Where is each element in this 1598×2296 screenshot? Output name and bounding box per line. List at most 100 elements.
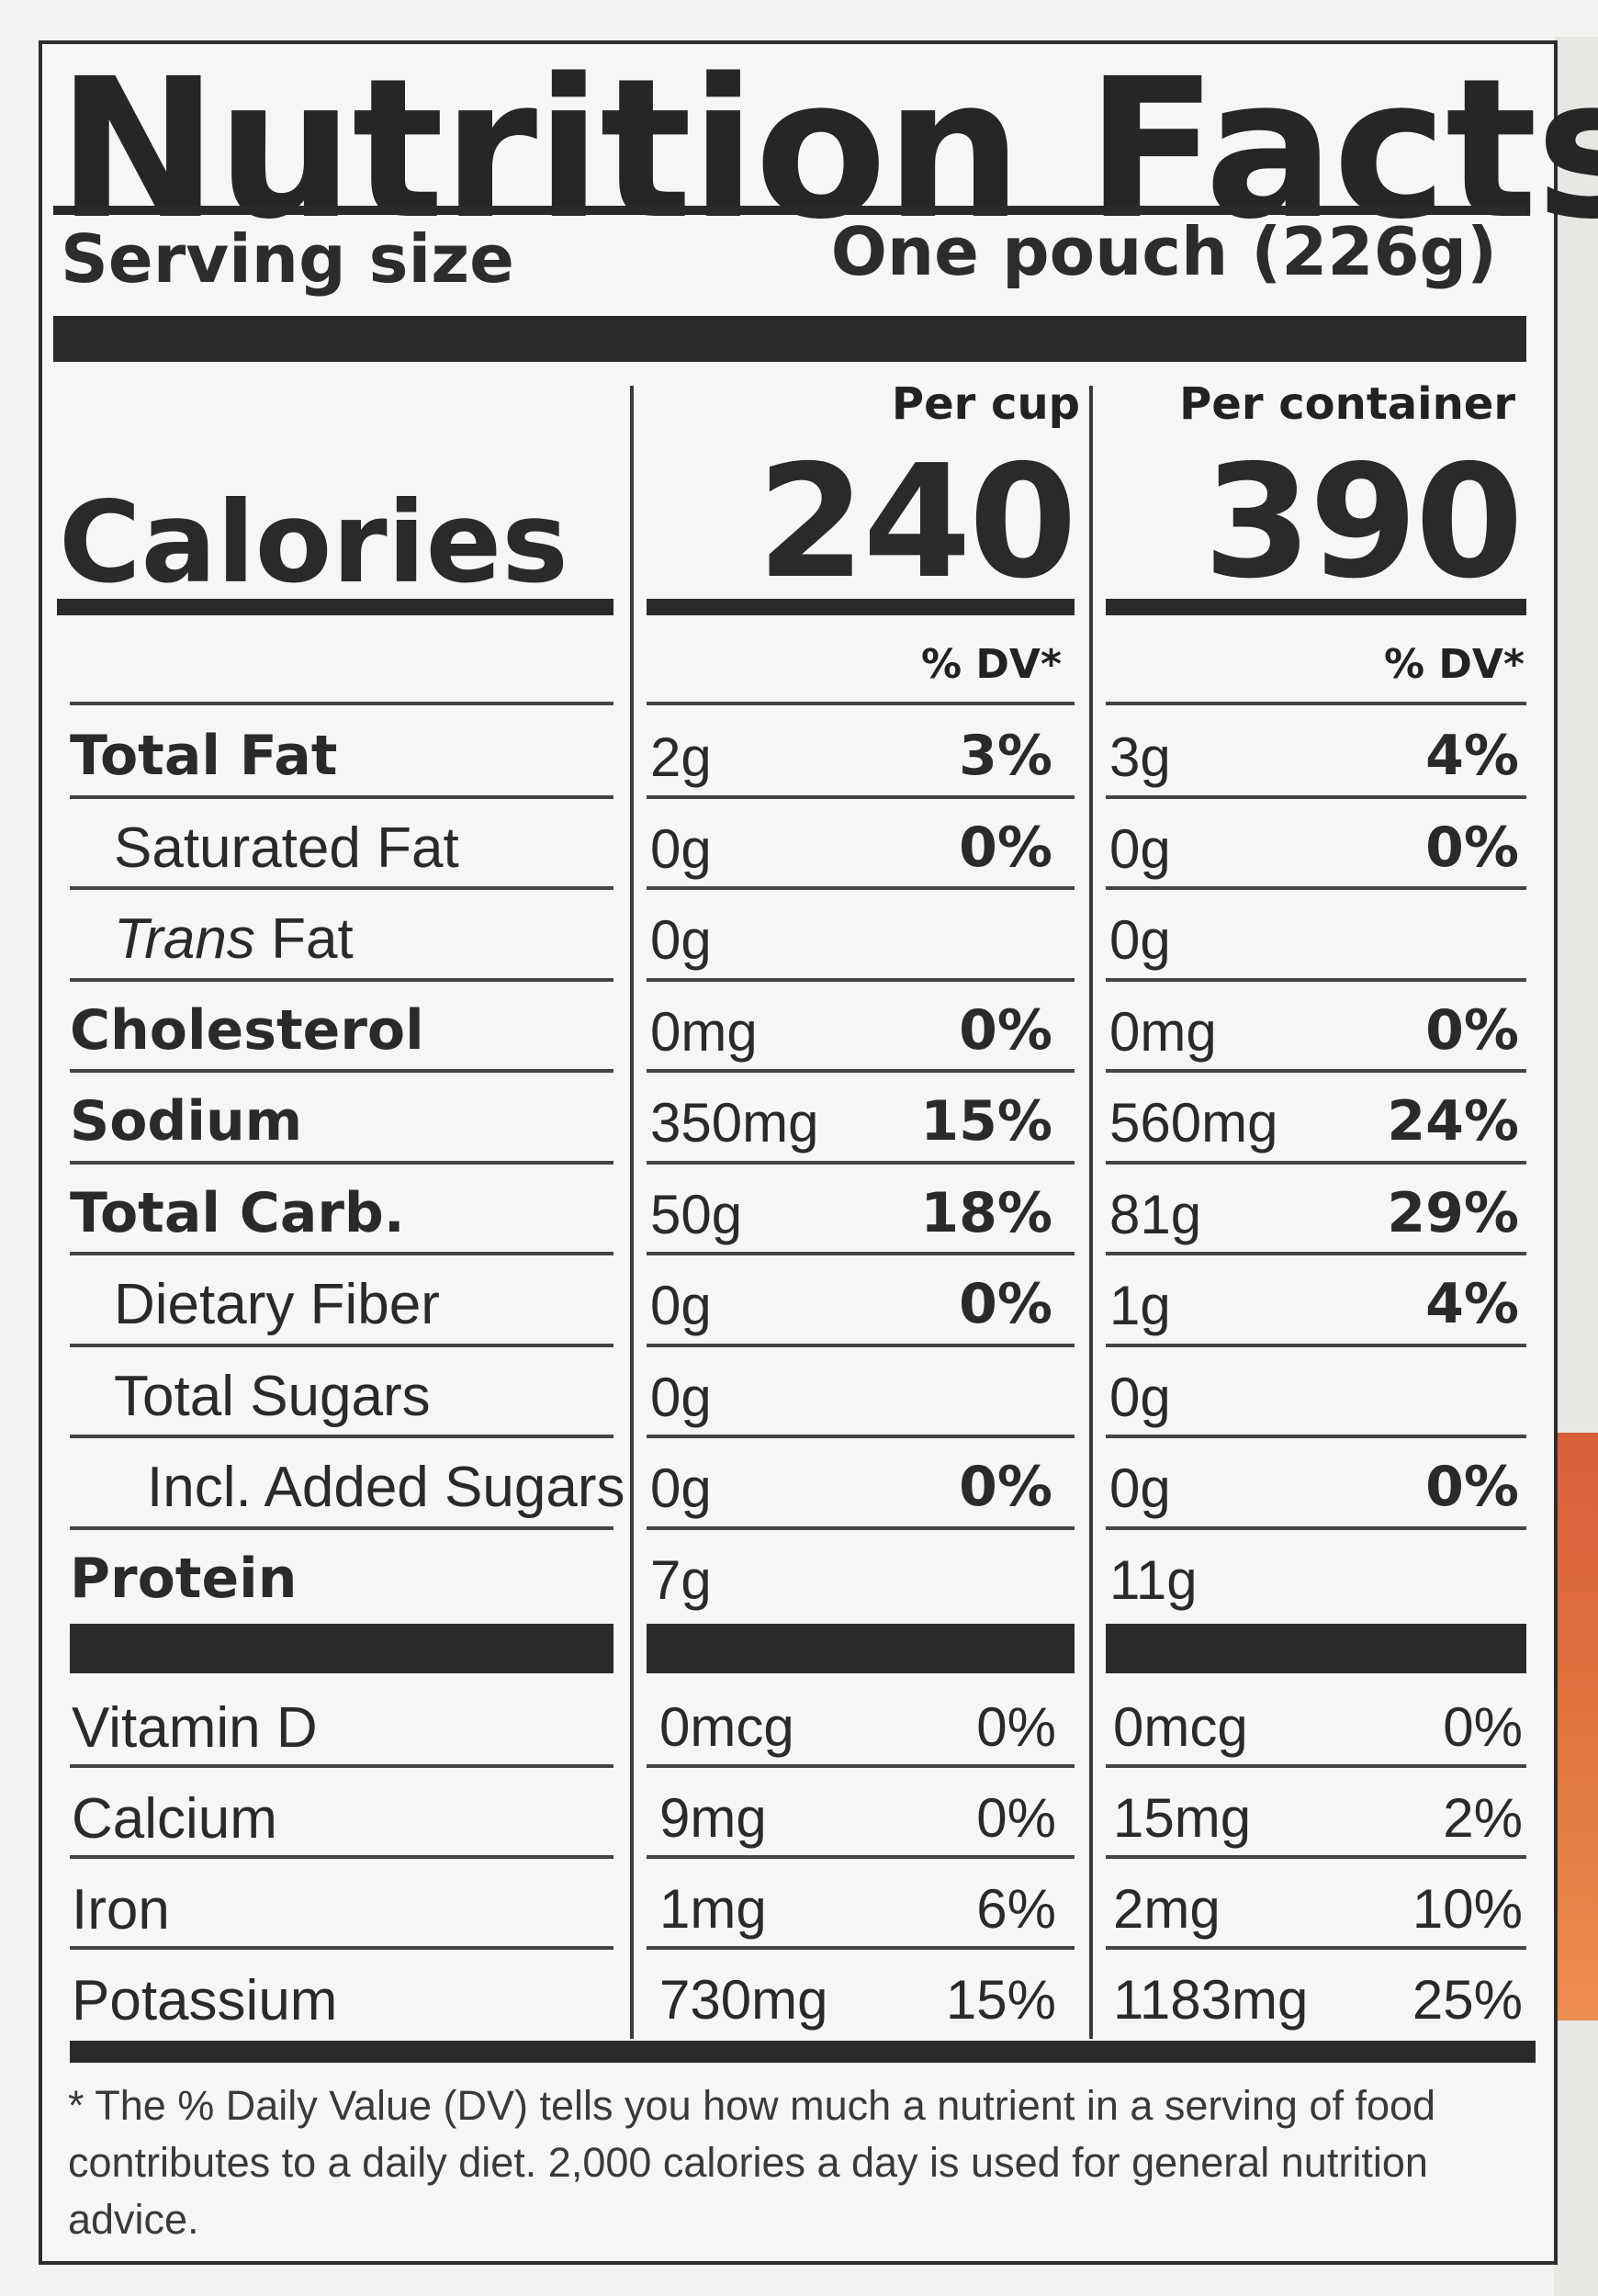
row-rule: [1106, 1435, 1526, 1438]
row-rule: [1106, 1764, 1526, 1768]
amount-per-container: 0g: [1109, 1366, 1171, 1428]
dv-per-cup: 0%: [959, 1272, 1052, 1336]
row-rule: [70, 1252, 613, 1255]
calories-rule-label: [57, 599, 613, 615]
dv-per-container: 0%: [1425, 815, 1519, 880]
nutrition-facts-panel: [39, 40, 1558, 2265]
amount-per-cup: 0g: [650, 1366, 712, 1428]
vitamin-label: Calcium: [72, 1787, 277, 1851]
vitamin-separator-label: [70, 1624, 613, 1673]
calories-rule-cup: [647, 599, 1075, 615]
row-rule: [70, 1344, 613, 1347]
row-rule: [647, 1855, 1075, 1859]
row-rule: [70, 1435, 613, 1438]
amount-per-cup: 350mg: [650, 1092, 819, 1154]
column-header-per-container: Per container: [1179, 378, 1515, 430]
row-rule: [1106, 702, 1526, 705]
vitamin-dv-per-container: 0%: [1443, 1696, 1523, 1758]
row-rule: [1106, 1855, 1526, 1859]
row-rule: [647, 978, 1075, 982]
vitamin-dv-per-container: 2%: [1443, 1787, 1523, 1849]
vitamin-amount-per-container: 2mg: [1113, 1878, 1221, 1940]
amount-per-container: 3g: [1109, 726, 1171, 788]
nutrient-label: Total Sugars: [114, 1364, 431, 1428]
column-divider-right: [1089, 386, 1093, 2039]
row-rule: [647, 1526, 1075, 1530]
row-rule: [647, 1946, 1075, 1950]
row-rule: [1106, 1252, 1526, 1255]
dv-per-container: 0%: [1425, 997, 1519, 1063]
row-rule: [70, 886, 613, 890]
vitamin-separator-container: [1106, 1624, 1526, 1673]
amount-per-container: 1g: [1109, 1275, 1171, 1336]
row-rule: [70, 795, 613, 799]
amount-per-container: 560mg: [1109, 1092, 1278, 1154]
nutrient-label-rest: Fat: [254, 907, 354, 971]
calories-per-cup: 240: [757, 432, 1077, 613]
vitamin-amount-per-cup: 0mcg: [659, 1696, 794, 1758]
serving-thick-rule: [53, 316, 1526, 362]
row-rule: [1106, 1161, 1526, 1165]
vitamin-amount-per-container: 15mg: [1113, 1787, 1252, 1849]
row-rule: [1106, 1946, 1526, 1950]
nutrient-label: Trans Fat: [114, 906, 354, 972]
row-rule: [647, 1764, 1075, 1768]
dv-per-container: 0%: [1425, 1455, 1519, 1519]
amount-per-container: 0g: [1109, 817, 1171, 880]
row-rule: [1106, 1526, 1526, 1530]
amount-per-cup: 50g: [650, 1183, 743, 1245]
dv-per-cup: 18%: [920, 1180, 1052, 1245]
calories-per-container: 390: [1203, 432, 1524, 613]
row-rule: [1106, 886, 1526, 890]
row-rule: [70, 978, 613, 982]
vitamin-dv-per-cup: 15%: [945, 1969, 1056, 2031]
amount-per-container: 11g: [1109, 1548, 1198, 1611]
dv-per-cup: 0%: [959, 815, 1052, 880]
column-divider-left: [630, 386, 634, 2039]
vitamin-dv-per-cup: 0%: [976, 1696, 1056, 1758]
dv-header-cup: % DV*: [921, 641, 1062, 688]
vitamin-label: Vitamin D: [72, 1696, 318, 1760]
dv-per-cup: 3%: [959, 724, 1052, 788]
row-rule: [647, 702, 1075, 705]
serving-size-value: One pouch (226g): [830, 213, 1497, 290]
amount-per-cup: 2g: [650, 726, 712, 788]
row-rule: [647, 795, 1075, 799]
row-rule: [647, 886, 1075, 890]
amount-per-cup: 0g: [650, 909, 712, 971]
package-orange-edge: [1558, 1433, 1598, 2020]
amount-per-container: 0g: [1109, 1458, 1171, 1519]
amount-per-cup: 0mg: [650, 1000, 758, 1063]
nutrient-label-italic: Trans: [114, 907, 255, 971]
vitamin-amount-per-cup: 9mg: [659, 1787, 767, 1849]
nutrient-label: Dietary Fiber: [114, 1273, 440, 1336]
row-rule: [1106, 1344, 1526, 1347]
daily-value-footnote: * The % Daily Value (DV) tells you how m…: [68, 2082, 1436, 2243]
dv-per-cup: 15%: [920, 1089, 1052, 1154]
row-rule: [70, 1161, 613, 1165]
vitamin-dv-per-cup: 0%: [976, 1787, 1056, 1849]
vitamin-dv-per-cup: 6%: [976, 1878, 1056, 1940]
footnote-rule: [70, 2041, 1536, 2063]
row-rule: [70, 1855, 613, 1859]
nutrient-label: Total Fat: [70, 724, 338, 788]
row-rule: [647, 1161, 1075, 1165]
amount-per-container: 81g: [1109, 1183, 1202, 1245]
amount-per-cup: 0g: [650, 1458, 712, 1519]
row-rule: [70, 1946, 613, 1950]
nutrient-label: Cholesterol: [70, 997, 424, 1063]
vitamin-amount-per-cup: 730mg: [659, 1969, 828, 2031]
vitamin-separator-cup: [647, 1624, 1075, 1673]
title-rule: [53, 206, 1526, 215]
row-rule: [647, 1252, 1075, 1255]
row-rule: [1106, 795, 1526, 799]
amount-per-cup: 0g: [650, 817, 712, 880]
nutrient-label: Incl. Added Sugars: [147, 1456, 625, 1519]
dv-per-container: 4%: [1425, 724, 1519, 788]
vitamin-dv-per-container: 10%: [1412, 1878, 1523, 1940]
dv-per-cup: 0%: [959, 1455, 1052, 1519]
dv-per-cup: 0%: [959, 997, 1052, 1063]
vitamin-amount-per-cup: 1mg: [659, 1878, 767, 1940]
nutrition-facts-title: Nutrition Facts: [57, 37, 1598, 262]
vitamin-dv-per-container: 25%: [1412, 1969, 1523, 2031]
